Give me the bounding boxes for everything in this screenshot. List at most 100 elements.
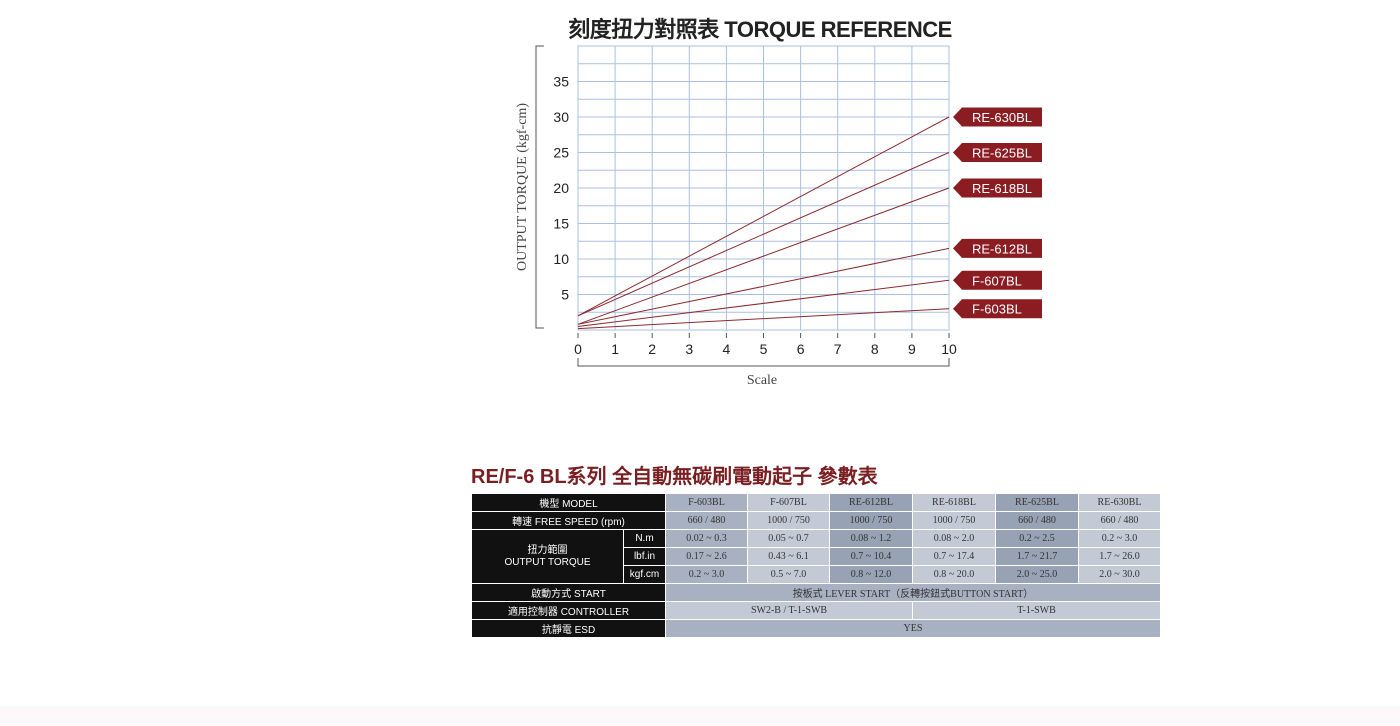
series-label-text: F-607BL — [972, 273, 1022, 288]
series-label: RE-612BL — [953, 238, 1042, 258]
spec-table: 機型 MODEL F-603BL F-607BL RE-612BL RE-618… — [471, 493, 1161, 638]
y-axis-bracket — [535, 45, 544, 329]
series-label-text: RE-618BL — [972, 181, 1032, 196]
y-tick-label: 30 — [553, 109, 569, 125]
torque-unit: lbf.in — [623, 547, 666, 566]
model-header: 機型 MODEL — [471, 493, 666, 512]
torque-row-nm: 扭力範圍 OUTPUT TORQUE N.m 0.02 ~ 0.3 0.05 ~… — [471, 529, 1161, 584]
torque-cell: 1.7 ~ 26.0 — [1078, 547, 1161, 566]
torque-cell: 0.8 ~ 20.0 — [912, 565, 996, 584]
series-label-badge — [953, 299, 1042, 319]
start-value: 按板式 LEVER START（反轉按鈕式BUTTON START） — [665, 583, 1161, 602]
chart-title: 刻度扭力對照表 TORQUE REFERENCE — [568, 17, 952, 42]
speed-cell: 660 / 480 — [665, 511, 748, 530]
series-line — [577, 187, 950, 325]
x-tick-label: 4 — [723, 341, 731, 357]
x-axis-label: Scale — [747, 373, 777, 388]
series-label-badge — [953, 238, 1042, 258]
torque-cell: 0.7 ~ 10.4 — [829, 547, 913, 566]
speed-cell: 1000 / 750 — [829, 511, 913, 530]
series-line — [577, 152, 950, 317]
series-label-badge — [953, 270, 1042, 290]
torque-row-lbfin: lbf.in 0.17 ~ 2.6 0.43 ~ 6.1 0.7 ~ 10.4 … — [472, 547, 1161, 566]
model-cell: RE-612BL — [829, 493, 913, 512]
spec-table-title: RE/F-6 BL系列 全自動無碳刷電動起子 參數表 — [471, 466, 878, 488]
torque-cell: 0.2 ~ 2.5 — [995, 529, 1079, 548]
controller-value: SW2-B / T-1-SWB — [665, 601, 913, 620]
torque-cell: 2.0 ~ 30.0 — [1078, 565, 1161, 584]
series-label-text: RE-630BL — [972, 110, 1032, 125]
torque-unit: kgf.cm — [623, 565, 666, 584]
torque-cell: 0.05 ~ 0.7 — [747, 529, 830, 548]
y-axis-ticks: 5 10 15 20 25 30 35 — [553, 74, 569, 303]
torque-cell: 0.5 ~ 7.0 — [747, 565, 830, 584]
y-tick-label: 25 — [553, 145, 569, 161]
torque-header-zh: 扭力範圍 — [527, 544, 568, 556]
controller-value: T-1-SWB — [912, 601, 1161, 620]
speed-cell: 1000 / 750 — [912, 511, 996, 530]
torque-cell: 0.02 ~ 0.3 — [665, 529, 748, 548]
model-cell: F-603BL — [665, 493, 748, 512]
series-labels: RE-630BL RE-625BL RE-618BL RE-612BL F-607BL F… — [953, 107, 1042, 319]
series-line — [577, 247, 950, 325]
series-line — [577, 279, 950, 327]
torque-cell: 0.8 ~ 12.0 — [829, 565, 913, 584]
series-label: F-603BL — [953, 299, 1042, 319]
start-header: 啟動方式 START — [471, 583, 666, 602]
controller-row: 適用控制器 CONTROLLER SW2-B / T-1-SWB T-1-SWB — [471, 601, 1161, 620]
y-tick-label: 15 — [553, 216, 569, 232]
torque-cell: 0.43 ~ 6.1 — [747, 547, 830, 566]
torque-cell: 0.08 ~ 1.2 — [829, 529, 913, 548]
series-label-badge — [953, 178, 1042, 198]
series-label-badge — [953, 107, 1042, 127]
torque-header: 扭力範圍 OUTPUT TORQUE — [471, 529, 624, 584]
x-tick-label: 2 — [648, 341, 656, 357]
x-axis-ticks: 0 1 2 3 4 5 6 7 8 9 10 — [574, 333, 957, 357]
series-label: RE-618BL — [953, 178, 1042, 198]
y-tick-label: 10 — [553, 251, 569, 267]
x-tick-label: 0 — [574, 341, 582, 357]
esd-value: YES — [665, 619, 1161, 638]
controller-header: 適用控制器 CONTROLLER — [471, 601, 666, 620]
model-cell: RE-630BL — [1078, 493, 1161, 512]
speed-cell: 1000 / 750 — [747, 511, 830, 530]
x-tick-label: 3 — [685, 341, 693, 357]
x-tick-label: 8 — [871, 341, 879, 357]
model-cell: RE-618BL — [912, 493, 996, 512]
speed-cell: 660 / 480 — [995, 511, 1079, 530]
series-label-badge — [953, 143, 1042, 162]
series-label: RE-625BL — [953, 143, 1042, 162]
torque-cell: 1.7 ~ 21.7 — [995, 547, 1079, 566]
start-row: 啟動方式 START 按板式 LEVER START（反轉按鈕式BUTTON S… — [471, 583, 1161, 602]
torque-cell: 0.08 ~ 2.0 — [912, 529, 996, 548]
model-cell: F-607BL — [747, 493, 830, 512]
x-tick-label: 9 — [908, 341, 916, 357]
axis-brackets — [535, 45, 950, 367]
torque-cell: 0.2 ~ 3.0 — [1078, 529, 1161, 548]
torque-cell: 0.7 ~ 17.4 — [912, 547, 996, 566]
page-footer-band — [0, 706, 1400, 726]
y-tick-label: 35 — [553, 74, 569, 90]
speed-header: 轉速 FREE SPEED (rpm) — [471, 511, 666, 530]
esd-row: 抗靜電 ESD YES — [471, 619, 1161, 638]
series-lines — [577, 116, 950, 330]
series-label-text: RE-625BL — [972, 146, 1032, 161]
model-row: 機型 MODEL F-603BL F-607BL RE-612BL RE-618… — [471, 493, 1161, 512]
torque-cell: 2.0 ~ 25.0 — [995, 565, 1079, 584]
x-tick-label: 7 — [834, 341, 842, 357]
torque-cell: 0.2 ~ 3.0 — [665, 565, 748, 584]
x-tick-label: 1 — [611, 341, 619, 357]
series-label-text: F-603BL — [972, 302, 1022, 317]
series-label: RE-630BL — [953, 107, 1042, 127]
speed-row: 轉速 FREE SPEED (rpm) 660 / 480 1000 / 750… — [471, 511, 1161, 530]
x-tick-label: 10 — [941, 341, 957, 357]
torque-cell: 0.17 ~ 2.6 — [665, 547, 748, 566]
series-label-text: RE-612BL — [972, 241, 1032, 256]
model-cell: RE-625BL — [995, 493, 1079, 512]
torque-header-en: OUTPUT TORQUE — [504, 556, 591, 568]
y-tick-label: 20 — [553, 180, 569, 196]
x-tick-label: 6 — [797, 341, 805, 357]
series-label: F-607BL — [953, 270, 1042, 290]
y-axis-label: OUTPUT TORQUE (kgf-cm) — [515, 103, 530, 271]
x-axis-bracket — [577, 358, 950, 367]
